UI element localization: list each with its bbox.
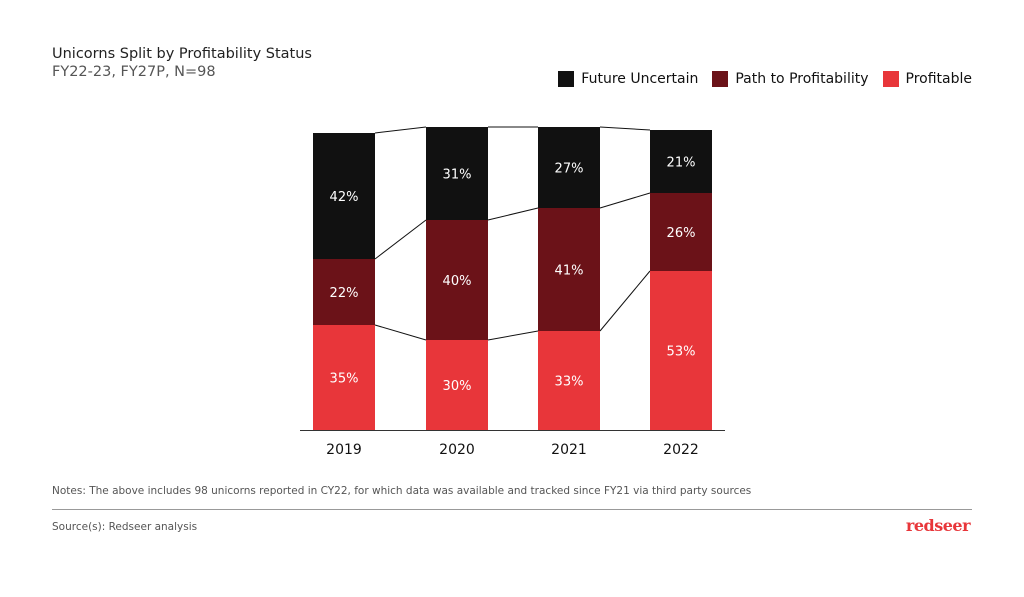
data-label: 33%	[555, 375, 584, 390]
data-label: 30%	[443, 379, 472, 394]
bar-segment-path-to-profitability	[650, 193, 712, 271]
x-tick-label: 2022	[663, 442, 699, 458]
data-label: 27%	[555, 162, 584, 177]
x-tick-label: 2020	[439, 442, 475, 458]
data-label: 42%	[330, 190, 359, 205]
bar-segment-path-to-profitability	[538, 208, 600, 331]
legend-label: Future Uncertain	[581, 71, 699, 87]
divider	[52, 509, 972, 510]
data-label: 53%	[667, 345, 696, 360]
connector-line	[599, 270, 651, 332]
bar-segment-path-to-profitability	[426, 220, 488, 340]
bar-segment-future-uncertain	[538, 127, 600, 208]
connector-line	[487, 330, 539, 341]
data-label: 22%	[330, 286, 359, 301]
redseer-logo: redseer	[905, 516, 971, 535]
data-label: 21%	[667, 156, 696, 171]
bar-segment-future-uncertain	[426, 127, 488, 220]
notes: Notes: The above includes 98 unicorns re…	[52, 485, 752, 497]
legend-label: Profitable	[905, 71, 973, 87]
connector-line	[374, 219, 427, 260]
connector-line	[599, 126, 651, 131]
legend-item: Profitable	[882, 71, 973, 87]
bar-segment-profitable	[313, 325, 375, 430]
bar-segment-future-uncertain	[313, 133, 375, 259]
chart-title: Unicorns Split by Profitability Status	[52, 46, 312, 62]
bar-segment-profitable	[650, 271, 712, 430]
legend-swatch	[558, 71, 575, 87]
legend: Future Uncertain Path to Profitability Pro…	[558, 71, 972, 87]
bar-segment-profitable	[426, 340, 488, 430]
bar-segment-profitable	[538, 331, 600, 430]
legend-item: Path to Profitability	[712, 71, 869, 87]
data-label: 31%	[443, 168, 472, 183]
data-label: 41%	[555, 264, 584, 279]
legend-label: Path to Profitability	[735, 71, 869, 87]
source: Source(s): Redseer analysis	[52, 521, 198, 533]
x-tick-label: 2019	[326, 442, 362, 458]
connector-line	[374, 126, 427, 134]
bar-segment-future-uncertain	[650, 130, 712, 193]
chart-subtitle: FY22-23, FY27P, N=98	[52, 64, 216, 80]
connector-line	[487, 207, 539, 221]
connector-line	[599, 192, 651, 209]
legend-item: Future Uncertain	[558, 71, 698, 87]
connector-line	[374, 324, 427, 341]
data-label: 40%	[443, 274, 472, 289]
data-label: 35%	[330, 372, 359, 387]
legend-swatch	[712, 71, 729, 87]
x-tick-label: 2021	[551, 442, 587, 458]
data-label: 26%	[667, 226, 696, 241]
legend-swatch	[882, 71, 899, 87]
bar-segment-path-to-profitability	[313, 259, 375, 325]
